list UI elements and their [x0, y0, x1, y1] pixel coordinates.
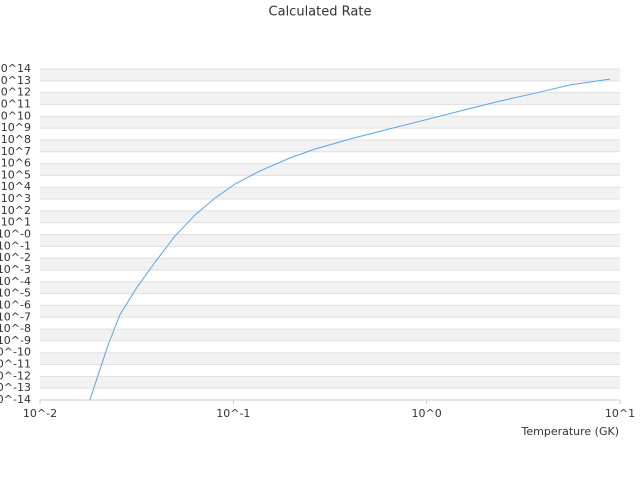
y-tick-label: 10^9 — [1, 121, 31, 134]
grid-band — [40, 139, 620, 152]
y-tick-label: 10^-13 — [0, 381, 31, 394]
y-tick-label: 10^6 — [1, 157, 31, 170]
y-tick-label: 10^-1 — [0, 239, 31, 252]
y-tick-label: 10^-10 — [0, 346, 31, 359]
y-tick-label: 10^5 — [1, 168, 31, 181]
x-tick-label: 10^-2 — [23, 407, 57, 420]
grid-band — [40, 116, 620, 129]
y-tick-label: 10^-5 — [0, 287, 31, 300]
grid-band — [40, 187, 620, 200]
x-tick-label: 10^0 — [412, 407, 442, 420]
grid-band — [40, 376, 620, 389]
y-tick-label: 10^-12 — [0, 369, 31, 382]
grid-band — [40, 69, 620, 81]
grid-band — [40, 234, 620, 247]
y-tick-label: 10^10 — [0, 109, 31, 122]
y-tick-label: 10^-14 — [0, 393, 31, 406]
y-tick-label: 10^7 — [1, 145, 31, 158]
x-axis-label: Temperature (GK) — [521, 425, 620, 438]
y-tick-label: 10^12 — [0, 86, 31, 99]
y-tick-label: 10^-2 — [0, 251, 31, 264]
y-tick-label: 10^-4 — [0, 275, 31, 288]
x-tick-label: 10^1 — [605, 407, 635, 420]
grid-band — [40, 329, 620, 341]
y-tick-label: 10^8 — [1, 133, 31, 146]
y-tick-label: 10^1 — [1, 216, 31, 229]
y-tick-label: 10^11 — [0, 97, 31, 110]
y-tick-label: 10^2 — [1, 204, 31, 217]
y-tick-label: 10^-7 — [0, 310, 31, 323]
y-tick-label: 10^-8 — [0, 322, 31, 335]
grid-band — [40, 281, 620, 294]
y-tick-label: 10^-9 — [0, 334, 31, 347]
y-tick-label: 10^-3 — [0, 263, 31, 276]
grid-band — [40, 92, 620, 105]
grid-band — [40, 305, 620, 318]
grid-band — [40, 163, 620, 176]
y-tick-label: 10^4 — [1, 180, 31, 193]
y-tick-label: 10^14 — [0, 62, 31, 75]
grid-band — [40, 352, 620, 365]
y-tick-label: 10^-11 — [0, 358, 31, 371]
chart-title: Calculated Rate — [269, 5, 372, 20]
y-tick-label: 10^-0 — [0, 228, 31, 241]
y-tick-label: 10^3 — [1, 192, 31, 205]
y-tick-label: 10^13 — [0, 74, 31, 87]
grid-band — [40, 258, 620, 270]
data-line — [89, 78, 611, 401]
y-tick-label: 10^-6 — [0, 298, 31, 311]
grid-band — [40, 210, 620, 223]
x-tick-label: 10^-1 — [216, 407, 250, 420]
